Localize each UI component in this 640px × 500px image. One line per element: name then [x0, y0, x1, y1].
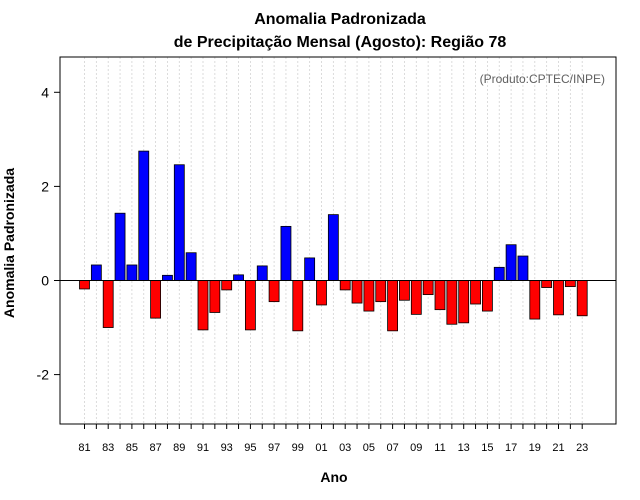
- bar-90: [185, 252, 197, 281]
- credit-label: (Produto:CPTEC/INPE): [480, 72, 605, 86]
- x-tick-label: 91: [197, 442, 209, 454]
- x-axis-label: Ano: [320, 469, 347, 485]
- bar-05: [363, 280, 375, 312]
- x-tick-label: 23: [576, 442, 588, 454]
- bar-10: [422, 280, 434, 296]
- bar-13: [458, 280, 470, 324]
- bar-92: [209, 280, 221, 313]
- x-tick-label: 19: [529, 442, 541, 454]
- bar-96: [256, 265, 268, 281]
- bar-98: [280, 225, 292, 281]
- gridlines: [84, 57, 583, 424]
- bar-00: [304, 257, 316, 281]
- bar-23: [576, 280, 588, 317]
- bar-82: [90, 264, 102, 281]
- bar-81: [79, 280, 90, 290]
- bar-22: [564, 280, 576, 288]
- x-tick-label: 97: [268, 442, 280, 454]
- bar-11: [434, 280, 446, 311]
- axes: 4 2 0 -2 81 83 85 87 89 91 93 95 97 99 01 03 05 07 09 11 13 1…: [37, 84, 616, 454]
- bar-94: [233, 274, 244, 281]
- bar-12: [446, 280, 458, 325]
- x-tick-label: 05: [363, 442, 375, 454]
- x-tick-label: 85: [126, 442, 138, 454]
- x-tick-label: 09: [410, 442, 422, 454]
- y-tick-label: 0: [41, 272, 49, 288]
- x-tick-label: 93: [221, 442, 233, 454]
- y-axis-label: Anomalia Padronizada: [1, 168, 17, 318]
- bar-19: [529, 280, 541, 320]
- bar-04: [351, 280, 363, 304]
- bar-07: [387, 280, 399, 332]
- bar-91: [197, 280, 209, 331]
- plot-frame: [59, 56, 617, 425]
- bar-83: [102, 280, 114, 328]
- chart-title: Anomalia Padronizada de Precipitação Men…: [174, 11, 507, 51]
- y-tick-label: 2: [41, 178, 49, 194]
- bar-89: [173, 164, 185, 281]
- bar-01: [316, 280, 327, 306]
- bar-20: [541, 280, 553, 288]
- x-tick-label: 17: [505, 442, 517, 454]
- x-tick-label: 21: [552, 442, 564, 454]
- bar-97: [268, 280, 280, 303]
- chart-title-line-2: de Precipitação Mensal (Agosto): Região …: [174, 34, 507, 51]
- bar-14: [470, 280, 481, 305]
- x-tick-label: 01: [315, 442, 327, 454]
- y-tick-label: 4: [41, 84, 49, 100]
- bars: [79, 150, 588, 332]
- bar-88: [162, 274, 173, 281]
- bar-85: [126, 264, 138, 281]
- chart-title-line-1: Anomalia Padronizada: [254, 11, 426, 28]
- x-tick-label: 07: [386, 442, 398, 454]
- x-tick-label: 83: [102, 442, 114, 454]
- bar-84: [114, 212, 126, 281]
- bar-16: [493, 266, 505, 281]
- bar-93: [221, 280, 233, 291]
- x-tick-label: 99: [292, 442, 304, 454]
- bar-08: [399, 280, 410, 301]
- bar-06: [375, 280, 387, 303]
- x-tick-label: 87: [149, 442, 161, 454]
- x-tick-label: 03: [339, 442, 351, 454]
- bar-03: [339, 280, 351, 291]
- bar-15: [481, 280, 493, 312]
- x-tick-label: 11: [434, 442, 445, 454]
- bar-17: [505, 244, 517, 281]
- bar-99: [292, 280, 304, 332]
- bar-21: [553, 280, 564, 316]
- bar-95: [244, 280, 256, 331]
- x-tick-label: 13: [458, 442, 470, 454]
- x-tick-label: 89: [173, 442, 185, 454]
- x-tick-label: 95: [244, 442, 256, 454]
- bar-18: [517, 255, 529, 281]
- bar-86: [138, 150, 150, 281]
- x-tick-label: 81: [78, 442, 90, 454]
- bar-09: [410, 280, 422, 315]
- bar-87: [150, 280, 162, 319]
- bar-02: [327, 214, 339, 281]
- x-tick-label: 15: [481, 442, 493, 454]
- y-tick-label: -2: [37, 367, 50, 383]
